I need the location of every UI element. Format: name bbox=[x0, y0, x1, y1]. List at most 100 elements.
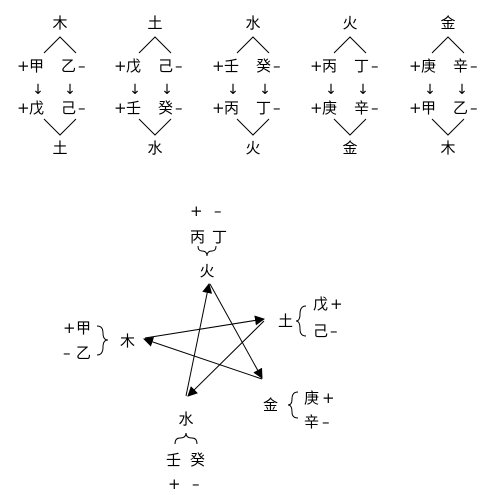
merge-lines bbox=[333, 118, 367, 136]
generation-table: 木 + 甲 乙 – ↓ ↓ + 戊 己 – 土 土 + 戊 己 – ↓ ↓ + … bbox=[17, 14, 478, 157]
yin-sign: – bbox=[371, 99, 379, 117]
down-arrow-icon: ↓ bbox=[161, 82, 173, 98]
yin-sign: – bbox=[78, 99, 86, 117]
yang-result-stem: 丙 bbox=[224, 99, 239, 117]
yang-sign: + bbox=[330, 295, 343, 313]
node-metal: 金 庚 + 辛 – bbox=[263, 389, 335, 431]
yin-result-stem: 乙 bbox=[453, 99, 468, 117]
arrow-wood-to-earth bbox=[144, 315, 265, 339]
yang-sign: + bbox=[114, 57, 127, 75]
yang-sign: + bbox=[409, 99, 422, 117]
column-header-element: 火 bbox=[342, 14, 357, 32]
merge-lines bbox=[431, 118, 465, 136]
yin-sign: – bbox=[214, 202, 222, 220]
yang-result-stem: 庚 bbox=[322, 99, 337, 117]
yang-sign: + bbox=[114, 99, 127, 117]
yin-sign: – bbox=[273, 57, 281, 75]
fire-yang-stem: 丙 bbox=[190, 228, 205, 246]
column-header-element: 木 bbox=[52, 14, 67, 32]
earth-yin-stem: 己 bbox=[313, 322, 328, 340]
bracket-brace bbox=[295, 305, 307, 337]
yin-stem: 乙 bbox=[61, 57, 76, 75]
arrow-metal-to-wood bbox=[143, 337, 263, 380]
yang-sign: + bbox=[310, 57, 323, 75]
yang-sign: + bbox=[17, 57, 30, 75]
column-result-element: 金 bbox=[342, 139, 357, 157]
yang-result-stem: 戊 bbox=[29, 99, 44, 117]
metal-yin-stem: 辛 bbox=[304, 413, 319, 431]
yin-stem: 丁 bbox=[354, 57, 369, 75]
fire-label: 火 bbox=[199, 262, 214, 280]
branch-lines bbox=[138, 36, 172, 54]
branch-lines bbox=[43, 36, 77, 54]
arrow-earth-to-water bbox=[187, 320, 265, 397]
node-earth: 土 戊 + 己 – bbox=[278, 295, 343, 340]
down-arrow-icon: ↓ bbox=[357, 82, 369, 98]
yang-stem: 壬 bbox=[224, 57, 239, 75]
down-arrow-icon: ↓ bbox=[456, 82, 468, 98]
merge-lines bbox=[138, 118, 172, 136]
node-wood: + 甲 – 乙 木 bbox=[63, 319, 135, 362]
fire-yin-stem: 丁 bbox=[212, 228, 227, 246]
down-arrow-icon: ↓ bbox=[64, 82, 76, 98]
column-result-element: 火 bbox=[245, 139, 260, 157]
earth-yang-stem: 戊 bbox=[313, 295, 328, 313]
bracket-brace bbox=[197, 245, 217, 257]
yin-sign: – bbox=[470, 99, 478, 117]
wood-yang-stem: 甲 bbox=[76, 319, 91, 337]
yin-sign: – bbox=[78, 57, 86, 75]
down-arrow-icon: ↓ bbox=[227, 82, 239, 98]
node-water: 水 壬 癸 + – bbox=[166, 410, 205, 493]
yin-sign: – bbox=[470, 57, 478, 75]
branch-lines bbox=[431, 36, 465, 54]
merge-lines bbox=[43, 118, 77, 136]
wood-yin-stem: 乙 bbox=[76, 344, 91, 362]
bracket-brace bbox=[174, 432, 198, 445]
yang-sign: + bbox=[17, 99, 30, 117]
yang-stem: 甲 bbox=[29, 57, 44, 75]
yang-sign: + bbox=[322, 389, 335, 407]
yin-sign: – bbox=[175, 99, 183, 117]
down-arrow-icon: ↓ bbox=[424, 82, 436, 98]
table-column-fire: 火 + 丙 丁 – ↓ ↓ + 庚 辛 – 金 bbox=[310, 14, 379, 157]
down-arrow-icon: ↓ bbox=[129, 82, 141, 98]
yang-sign: + bbox=[212, 99, 225, 117]
yin-stem: 己 bbox=[158, 57, 173, 75]
down-arrow-icon: ↓ bbox=[259, 82, 271, 98]
yang-sign: + bbox=[168, 475, 181, 493]
table-column-earth: 土 + 戊 己 – ↓ ↓ + 壬 癸 – 水 bbox=[114, 14, 183, 157]
yin-sign: – bbox=[175, 57, 183, 75]
metal-label: 金 bbox=[263, 396, 278, 414]
bracket-brace bbox=[96, 325, 109, 356]
yin-result-stem: 辛 bbox=[354, 99, 369, 117]
column-result-element: 土 bbox=[52, 139, 67, 157]
yin-sign: – bbox=[63, 344, 71, 362]
branch-lines bbox=[333, 36, 367, 54]
yin-sign: – bbox=[273, 99, 281, 117]
yin-sign: – bbox=[330, 322, 338, 340]
pentagram: + – 丙 丁 火 土 戊 + 己 – 金 庚 + 辛 – 水 bbox=[63, 202, 343, 493]
column-header-element: 水 bbox=[245, 14, 260, 32]
yang-sign: + bbox=[63, 319, 76, 337]
yin-result-stem: 丁 bbox=[256, 99, 271, 117]
yin-sign: – bbox=[322, 413, 330, 431]
water-yin-stem: 癸 bbox=[190, 451, 205, 469]
column-header-element: 土 bbox=[147, 14, 162, 32]
column-header-element: 金 bbox=[440, 14, 455, 32]
bracket-brace bbox=[287, 391, 299, 419]
wood-label: 木 bbox=[120, 332, 135, 350]
table-column-water: 水 + 壬 癸 – ↓ ↓ + 丙 丁 – 火 bbox=[212, 14, 281, 157]
yang-stem: 庚 bbox=[421, 57, 436, 75]
yin-stem: 癸 bbox=[256, 57, 271, 75]
down-arrow-icon: ↓ bbox=[325, 82, 337, 98]
yang-sign: + bbox=[190, 202, 203, 220]
node-fire: + – 丙 丁 火 bbox=[190, 202, 227, 280]
yang-sign: + bbox=[409, 57, 422, 75]
merge-lines bbox=[236, 118, 270, 136]
table-column-metal: 金 + 庚 辛 – ↓ ↓ + 甲 乙 – 木 bbox=[409, 14, 478, 157]
earth-label: 土 bbox=[278, 312, 293, 330]
yin-stem: 辛 bbox=[453, 57, 468, 75]
yin-result-stem: 癸 bbox=[158, 99, 173, 117]
yang-sign: + bbox=[310, 99, 323, 117]
